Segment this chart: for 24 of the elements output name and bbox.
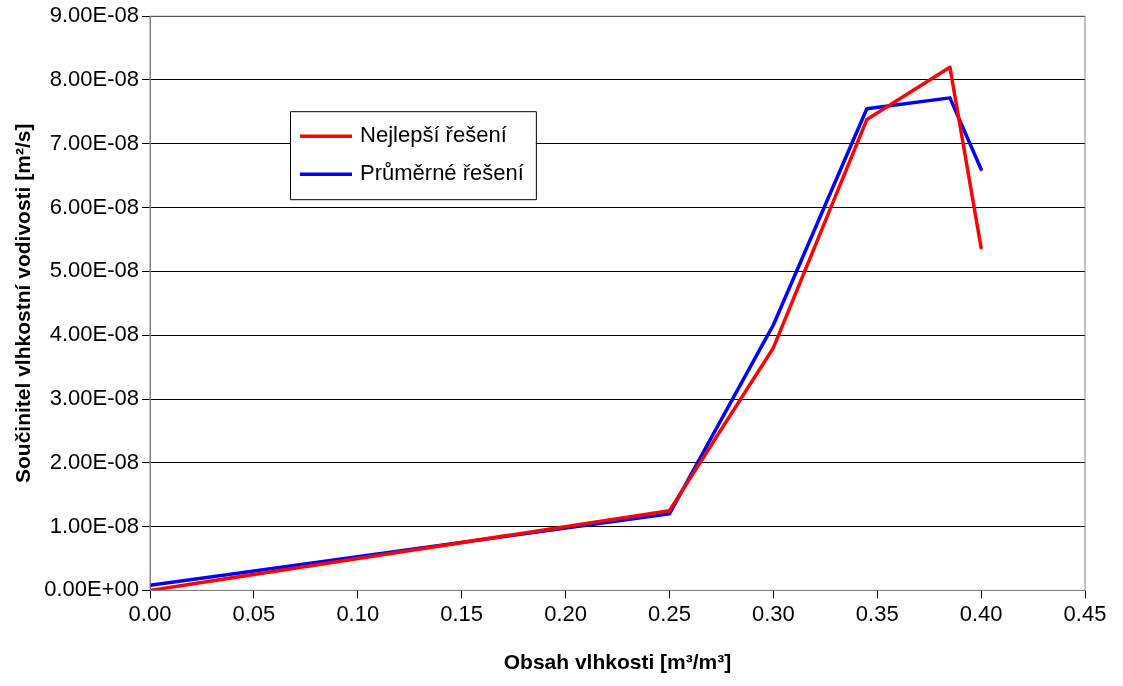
x-tick-label: 0.10 bbox=[336, 600, 380, 626]
y-tick-label: 3.00E-08 bbox=[49, 385, 140, 411]
x-tick-label: 0.25 bbox=[648, 600, 691, 626]
x-tick-label: 0.20 bbox=[544, 600, 587, 626]
y-tick-label: 5.00E-08 bbox=[49, 257, 140, 283]
x-axis-title: Obsah vlhkosti [m³/m³] bbox=[503, 650, 732, 674]
x-tick-label: 0.35 bbox=[855, 600, 899, 626]
y-tick-label: 7.00E-08 bbox=[49, 129, 140, 155]
x-tick-label: 0.45 bbox=[1063, 600, 1107, 626]
legend-label: Nejlepší řešení bbox=[360, 122, 507, 148]
y-axis-title: Součinitel vlhkostní vodivosti [m²/s] bbox=[11, 123, 35, 483]
x-tick-label: 0.00 bbox=[128, 600, 172, 626]
x-tick-label: 0.30 bbox=[751, 600, 795, 626]
x-tick-label: 0.05 bbox=[232, 600, 276, 626]
y-tick-label: 1.00E-08 bbox=[49, 512, 140, 538]
y-tick-label: 8.00E-08 bbox=[49, 66, 140, 92]
y-tick-label: 6.00E-08 bbox=[49, 193, 140, 219]
y-tick-label: 2.00E-08 bbox=[49, 448, 140, 474]
x-tick-label: 0.40 bbox=[959, 600, 1003, 626]
y-tick-label: 9.00E-08 bbox=[49, 2, 140, 28]
legend-label: Průměrné řešení bbox=[360, 160, 524, 186]
y-tick-label: 0.00E+00 bbox=[44, 576, 140, 602]
x-tick-label: 0.15 bbox=[440, 600, 484, 626]
y-tick-label: 4.00E-08 bbox=[49, 321, 140, 347]
